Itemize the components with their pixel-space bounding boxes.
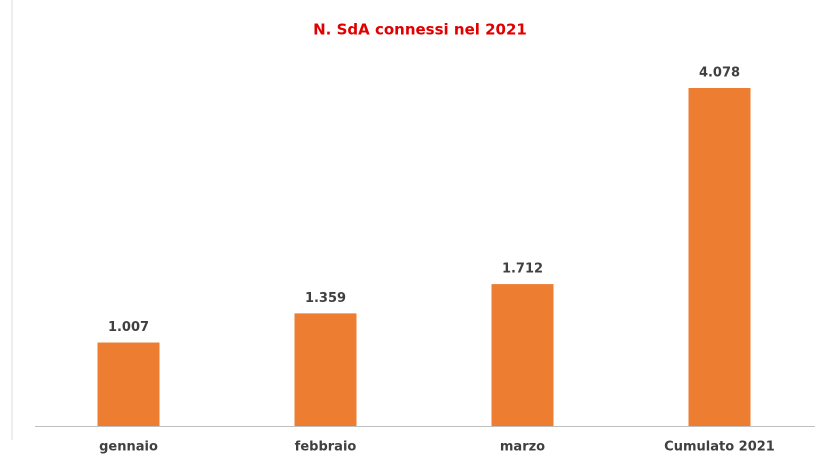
bar: [97, 342, 160, 426]
x-tick-label: Cumulato 2021: [664, 440, 775, 455]
value-label: 1.007: [108, 320, 149, 335]
value-label: 1.359: [305, 291, 346, 306]
x-tick-label: febbraio: [295, 440, 357, 455]
value-label: 4.078: [699, 66, 740, 81]
x-tick-label: gennaio: [99, 440, 158, 455]
bar: [688, 88, 751, 426]
bar: [294, 313, 357, 426]
bar: [491, 284, 554, 426]
value-label: 1.712: [502, 262, 543, 277]
x-tick-label: marzo: [500, 440, 545, 455]
chart-title: N. SdA connessi nel 2021: [313, 21, 527, 39]
